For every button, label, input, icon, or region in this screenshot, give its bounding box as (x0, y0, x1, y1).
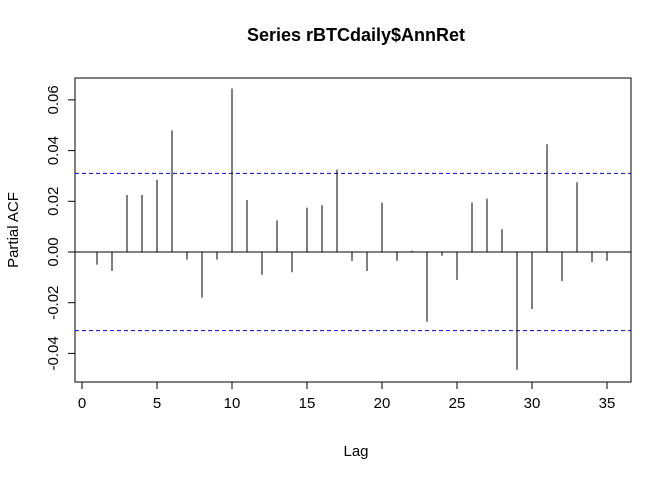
y-tick-label: 0.02 (45, 187, 62, 216)
x-tick-label: 10 (224, 395, 241, 412)
chart-title: Series rBTCdaily$AnnRet (247, 25, 465, 45)
x-tick-label: 15 (299, 395, 316, 412)
confidence-bounds (75, 172, 631, 332)
y-tick-label: -0.02 (45, 286, 62, 320)
y-tick-label: -0.04 (45, 336, 62, 370)
x-tick-label: 0 (78, 395, 86, 412)
plot-frame (74, 77, 632, 383)
pacf-bars (96, 88, 608, 370)
y-tick-label: 0.00 (45, 237, 62, 266)
x-tick-label: 30 (524, 395, 541, 412)
x-tick-label: 20 (374, 395, 391, 412)
y-tick-label: 0.04 (45, 136, 62, 165)
y-tick-label: 0.06 (45, 85, 62, 114)
y-axis: -0.04 -0.02 0.00 0.02 0.04 0.06 (45, 85, 76, 371)
x-tick-label: 35 (599, 395, 616, 412)
x-axis: 0 5 10 15 20 25 30 35 (78, 381, 616, 412)
x-tick-label: 25 (449, 395, 466, 412)
y-axis-label: Partial ACF (5, 192, 22, 268)
x-tick-label: 5 (153, 395, 161, 412)
x-axis-label: Lag (343, 443, 368, 460)
